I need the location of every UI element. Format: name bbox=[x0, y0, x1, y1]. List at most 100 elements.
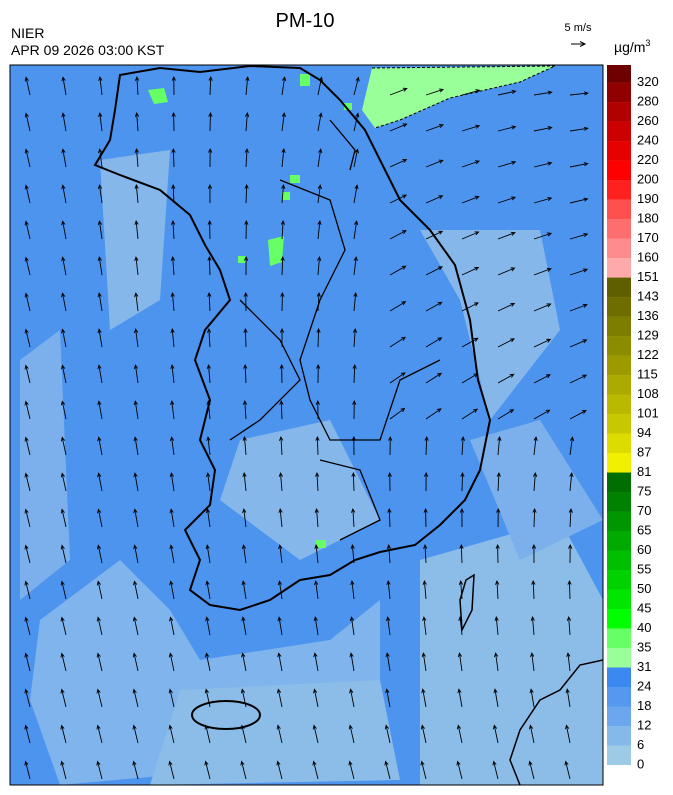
wind-arrow bbox=[353, 76, 360, 96]
wind-arrow bbox=[497, 267, 516, 276]
wind-arrow bbox=[422, 616, 427, 636]
wind-arrow bbox=[241, 544, 247, 564]
color-box bbox=[607, 550, 631, 571]
wind-arrow bbox=[316, 291, 321, 312]
unit: µg/m3 bbox=[614, 38, 650, 55]
colorbar-label: 81 bbox=[637, 464, 651, 479]
wind-arrow bbox=[61, 76, 67, 96]
colorbar-label: 60 bbox=[637, 542, 651, 557]
wind-arrow bbox=[461, 124, 481, 132]
wind-arrow bbox=[60, 400, 67, 420]
wind-arrow bbox=[280, 255, 285, 276]
colorbar-label: 136 bbox=[637, 308, 659, 323]
wind-arrow bbox=[134, 220, 139, 240]
wind-arrow bbox=[528, 724, 535, 744]
wind-arrow bbox=[317, 112, 323, 132]
wind-arrow bbox=[133, 472, 139, 492]
wind-arrow bbox=[24, 724, 31, 744]
wind-arrow bbox=[60, 616, 67, 636]
wind-arrow bbox=[312, 724, 319, 744]
wind-arrow bbox=[496, 471, 501, 492]
wind-arrow bbox=[569, 91, 589, 96]
wind-arrow bbox=[132, 688, 139, 708]
colorbar-label: 200 bbox=[637, 171, 659, 186]
color-box bbox=[607, 570, 631, 590]
color-box bbox=[607, 394, 631, 415]
color-box bbox=[607, 511, 631, 532]
wind-arrow bbox=[389, 407, 406, 420]
wind-arrow bbox=[60, 508, 67, 528]
wind-arrow bbox=[316, 363, 321, 384]
wind-arrow bbox=[133, 400, 139, 420]
wind-arrow bbox=[134, 111, 140, 132]
wind-arrow bbox=[389, 265, 407, 276]
color-box bbox=[607, 258, 631, 278]
unit-sup: 3 bbox=[645, 38, 650, 48]
wind-arrow bbox=[170, 219, 176, 240]
wind-arrow bbox=[133, 544, 139, 564]
color-box bbox=[607, 297, 631, 317]
colorbar-label: 50 bbox=[637, 581, 651, 596]
wind-arrow bbox=[24, 580, 31, 600]
wind-arrow bbox=[279, 363, 284, 384]
wind-arrow bbox=[533, 267, 552, 276]
wind-arrow bbox=[281, 148, 286, 168]
wind-arrow bbox=[279, 399, 284, 420]
wind-arrow bbox=[60, 580, 67, 600]
wind-arrow bbox=[133, 328, 139, 348]
wind-arrow bbox=[457, 652, 463, 672]
shade bbox=[20, 330, 603, 600]
wind-arrow bbox=[208, 147, 213, 168]
wind-arrow bbox=[170, 364, 175, 384]
wind-arrow bbox=[24, 256, 31, 276]
wind-arrow bbox=[61, 220, 67, 240]
wind-arrow bbox=[461, 408, 479, 420]
colorbar-label: 70 bbox=[637, 503, 651, 518]
wind-arrow bbox=[96, 544, 103, 564]
wind-arrow bbox=[132, 724, 139, 744]
wind-arrow bbox=[280, 219, 286, 240]
color-box bbox=[607, 433, 631, 454]
wind-arrow bbox=[61, 256, 67, 276]
color-box bbox=[607, 375, 631, 395]
colorbar-label: 115 bbox=[637, 366, 658, 381]
wind-arrow bbox=[97, 436, 103, 456]
wind-arrow bbox=[205, 652, 211, 672]
wind-arrow bbox=[170, 255, 176, 276]
wind-arrow bbox=[24, 112, 31, 132]
wind-arrow bbox=[565, 724, 571, 744]
wind-arrow bbox=[349, 652, 355, 672]
wind-arrow bbox=[170, 400, 175, 420]
colorbar-label: 151 bbox=[637, 269, 659, 284]
wind-arrow bbox=[461, 160, 481, 168]
wind-arrow bbox=[461, 89, 481, 96]
wind-arrow bbox=[277, 580, 283, 600]
wind-arrow bbox=[133, 508, 139, 528]
wind-arrow bbox=[313, 688, 319, 708]
wind-arrow bbox=[352, 399, 357, 420]
wind-arrow bbox=[569, 232, 589, 240]
wind-arrow bbox=[389, 336, 407, 348]
colorbar-label: 180 bbox=[637, 210, 659, 225]
wind-arrow bbox=[204, 760, 211, 780]
wind-arrow bbox=[169, 472, 175, 492]
colorbar-label: 65 bbox=[637, 522, 651, 537]
wind-arrow bbox=[207, 255, 212, 276]
wind-arrow bbox=[496, 507, 501, 528]
tsushima bbox=[459, 573, 475, 633]
wind-arrow bbox=[132, 652, 139, 672]
wind-arrow bbox=[564, 760, 571, 780]
wind-arrow bbox=[386, 616, 391, 636]
wind-arrow bbox=[168, 652, 175, 672]
wind-arrow bbox=[495, 543, 500, 564]
wind-arrow bbox=[389, 123, 408, 132]
wind-arrow bbox=[134, 256, 139, 276]
color-box bbox=[607, 414, 631, 434]
wind-arrow bbox=[134, 148, 139, 168]
wind-arrow bbox=[24, 148, 31, 168]
wind-arrow bbox=[60, 472, 67, 492]
wind-arrow bbox=[569, 303, 588, 312]
color-box bbox=[607, 336, 631, 356]
wind-arrow bbox=[241, 652, 247, 672]
wind-arrow bbox=[350, 580, 355, 600]
